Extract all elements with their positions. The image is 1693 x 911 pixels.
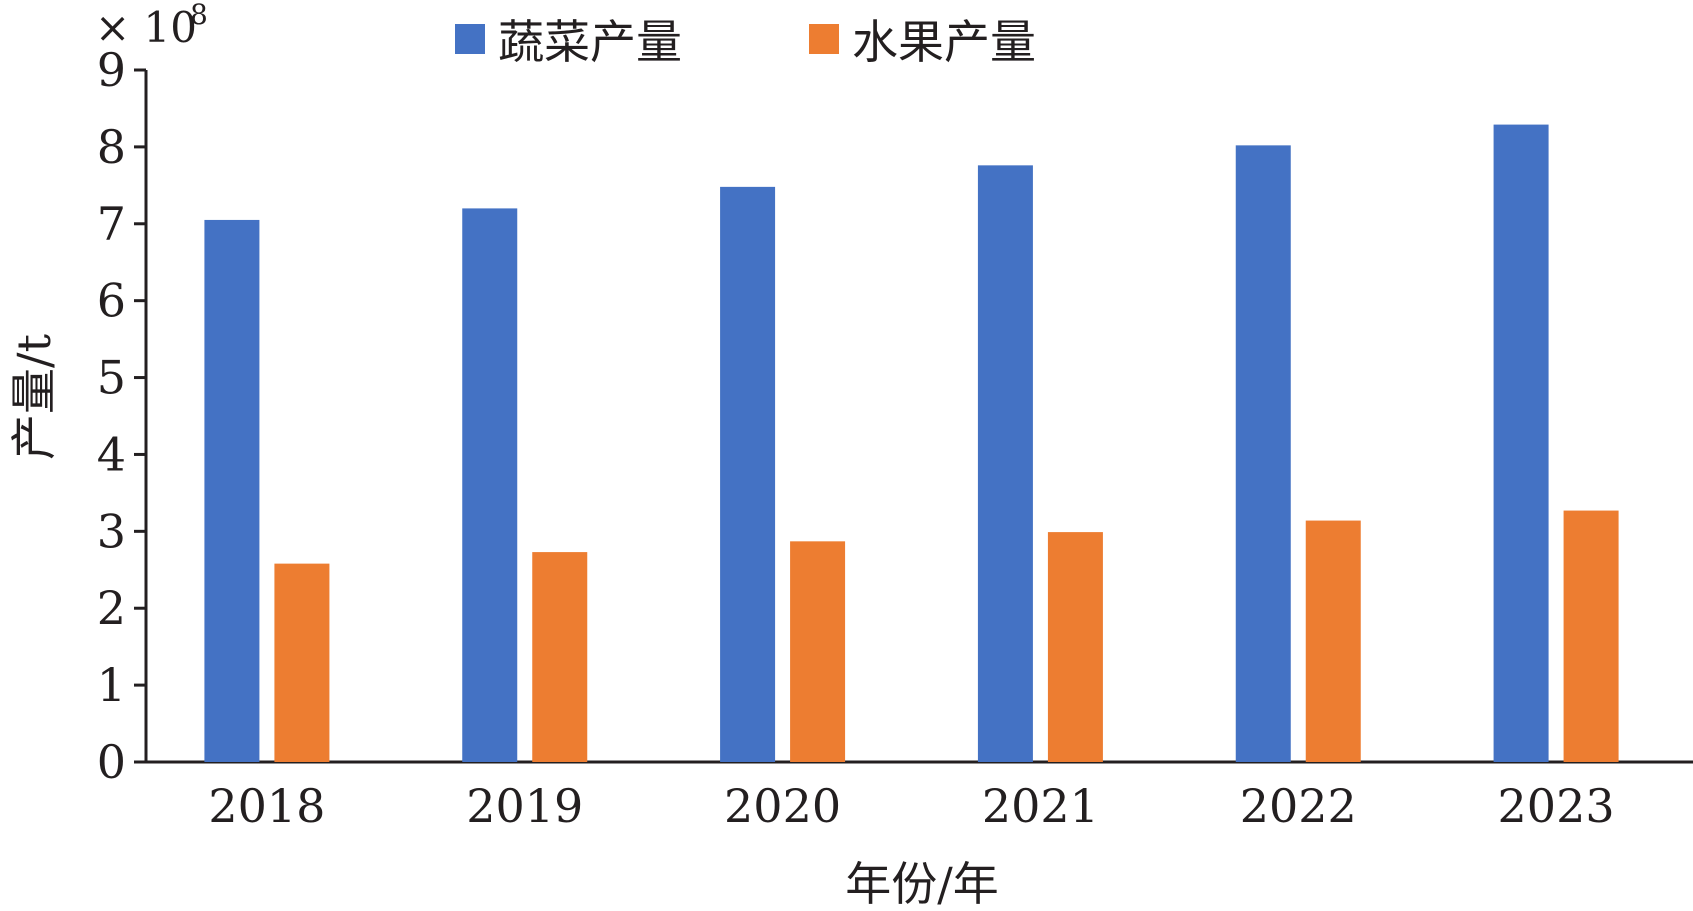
bars — [204, 124, 1619, 763]
y-tick-label: 7 — [97, 197, 126, 251]
y-tick-label: 9 — [97, 43, 126, 97]
x-tick-label: 2019 — [466, 779, 583, 833]
bar-vegetable-2018 — [204, 219, 260, 762]
y-tick-label: 0 — [97, 735, 126, 789]
bar-vegetable-2020 — [720, 186, 776, 763]
y-axis-ticks: 0 1 2 3 4 5 6 7 8 9 — [97, 43, 146, 789]
legend-swatch-vegetable — [455, 24, 485, 54]
x-tick-label: 2020 — [724, 779, 841, 833]
y-tick-label: 6 — [97, 274, 126, 328]
y-axis-multiplier: × 10 8 — [95, 0, 208, 52]
x-axis-title: 年份/年 — [845, 857, 999, 911]
y-tick-label: 5 — [97, 351, 126, 405]
bar-fruit-2021 — [1047, 532, 1103, 762]
y-tick-label: 2 — [97, 581, 126, 635]
bar-fruit-2023 — [1563, 510, 1619, 762]
legend-label-vegetable: 蔬菜产量 — [498, 15, 682, 69]
legend-label-fruit: 水果产量 — [852, 15, 1036, 69]
bar-vegetable-2019 — [462, 208, 518, 762]
legend-swatch-fruit — [809, 24, 839, 54]
bar-vegetable-2022 — [1235, 145, 1291, 763]
y-tick-label: 1 — [97, 658, 126, 712]
bar-fruit-2020 — [790, 541, 846, 762]
x-tick-label: 2018 — [208, 779, 325, 833]
x-tick-label: 2022 — [1240, 779, 1357, 833]
y-tick-label: 8 — [97, 120, 126, 174]
legend: 蔬菜产量 水果产量 — [455, 15, 1036, 69]
y-tick-label: 3 — [97, 504, 126, 558]
y-multiplier-exponent: 8 — [190, 0, 208, 31]
y-tick-label: 4 — [97, 427, 126, 481]
bar-fruit-2018 — [274, 563, 330, 762]
bar-vegetable-2023 — [1493, 124, 1549, 762]
x-tick-label: 2023 — [1498, 779, 1615, 833]
bar-vegetable-2021 — [977, 165, 1033, 762]
bar-fruit-2022 — [1305, 520, 1361, 762]
bar-fruit-2019 — [532, 552, 588, 762]
y-axis-title: 产量/t — [7, 334, 61, 460]
x-axis-ticks: 2018 2019 2020 2021 2022 2023 — [208, 779, 1614, 833]
y-multiplier-base: × 10 — [95, 3, 197, 52]
x-tick-label: 2021 — [982, 779, 1099, 833]
